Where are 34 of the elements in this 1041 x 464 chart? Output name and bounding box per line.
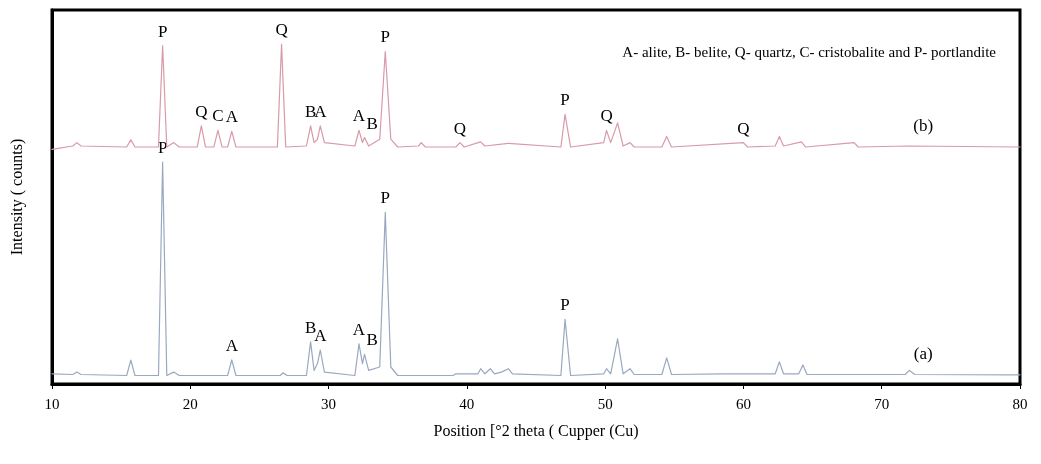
annotation: A- alite, B- belite, Q- quartz, C- cristobalite and P- portlandite [622,43,997,60]
x-tick-label: 10 [44,395,60,412]
x-tick-label: 20 [182,395,198,412]
annotation: A [314,101,328,121]
annotation: P [560,295,570,315]
annotation: Q [275,20,288,39]
x-tick-label: 30 [321,395,337,412]
annotation: B [304,101,317,121]
annotation: P [560,90,570,110]
annotation: C [212,106,224,126]
annotation: Q [600,106,613,126]
x-tick-label: 80 [1012,395,1028,412]
annotation: P [380,188,390,208]
series-label: (b) [913,116,934,135]
series-label: (a) [913,344,933,364]
annotation: B [366,113,378,133]
y-axis-title: Intensity ( counts) [7,138,26,256]
x-axis-title: Position [°2 theta ( Cupper (Cu) [433,421,639,440]
x-tick-label: 70 [874,395,890,412]
annotation: B [304,317,317,337]
x-tick-label: 40 [459,395,475,412]
annotation: A [352,319,366,339]
annotation: A [352,106,366,126]
annotation: Q [453,118,467,138]
annotation: B [366,330,378,350]
annotation: P [157,137,168,157]
annotation: A [225,335,239,355]
annotation: A [225,107,239,127]
annotation: Q [195,101,208,121]
x-tick-label: 60 [735,395,751,412]
annotation: Q [737,118,750,138]
annotation: P [380,27,390,47]
x-tick-label: 50 [597,395,613,412]
annotation: P [157,21,168,41]
